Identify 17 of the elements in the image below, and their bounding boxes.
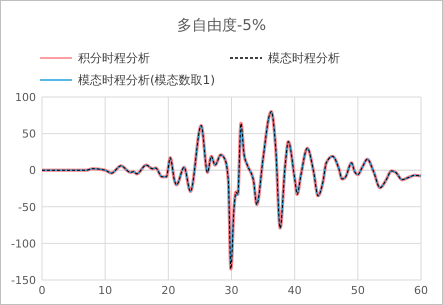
legend-label: 模态时程分析(模态数取1)	[78, 73, 215, 87]
x-tick-label: 0	[38, 284, 46, 297]
x-tick-label: 50	[350, 284, 365, 297]
y-tick-label: -100	[11, 237, 36, 250]
y-tick-label: -50	[18, 200, 36, 214]
legend-label: 积分时程分析	[78, 51, 150, 65]
legend-label: 模态时程分析	[268, 51, 340, 65]
x-tick-label: 30	[224, 284, 238, 297]
y-tick-label: -150	[11, 274, 36, 287]
x-tick-label: 20	[161, 284, 176, 297]
x-tick-label: 40	[288, 284, 302, 297]
y-tick-label: 50	[22, 128, 36, 141]
y-tick-label: 100	[15, 91, 36, 104]
y-tick-label: 0	[29, 164, 36, 178]
chart-title: 多自由度-5%	[176, 16, 266, 34]
x-tick-label: 60	[414, 284, 428, 297]
x-tick-label: 10	[98, 284, 112, 297]
